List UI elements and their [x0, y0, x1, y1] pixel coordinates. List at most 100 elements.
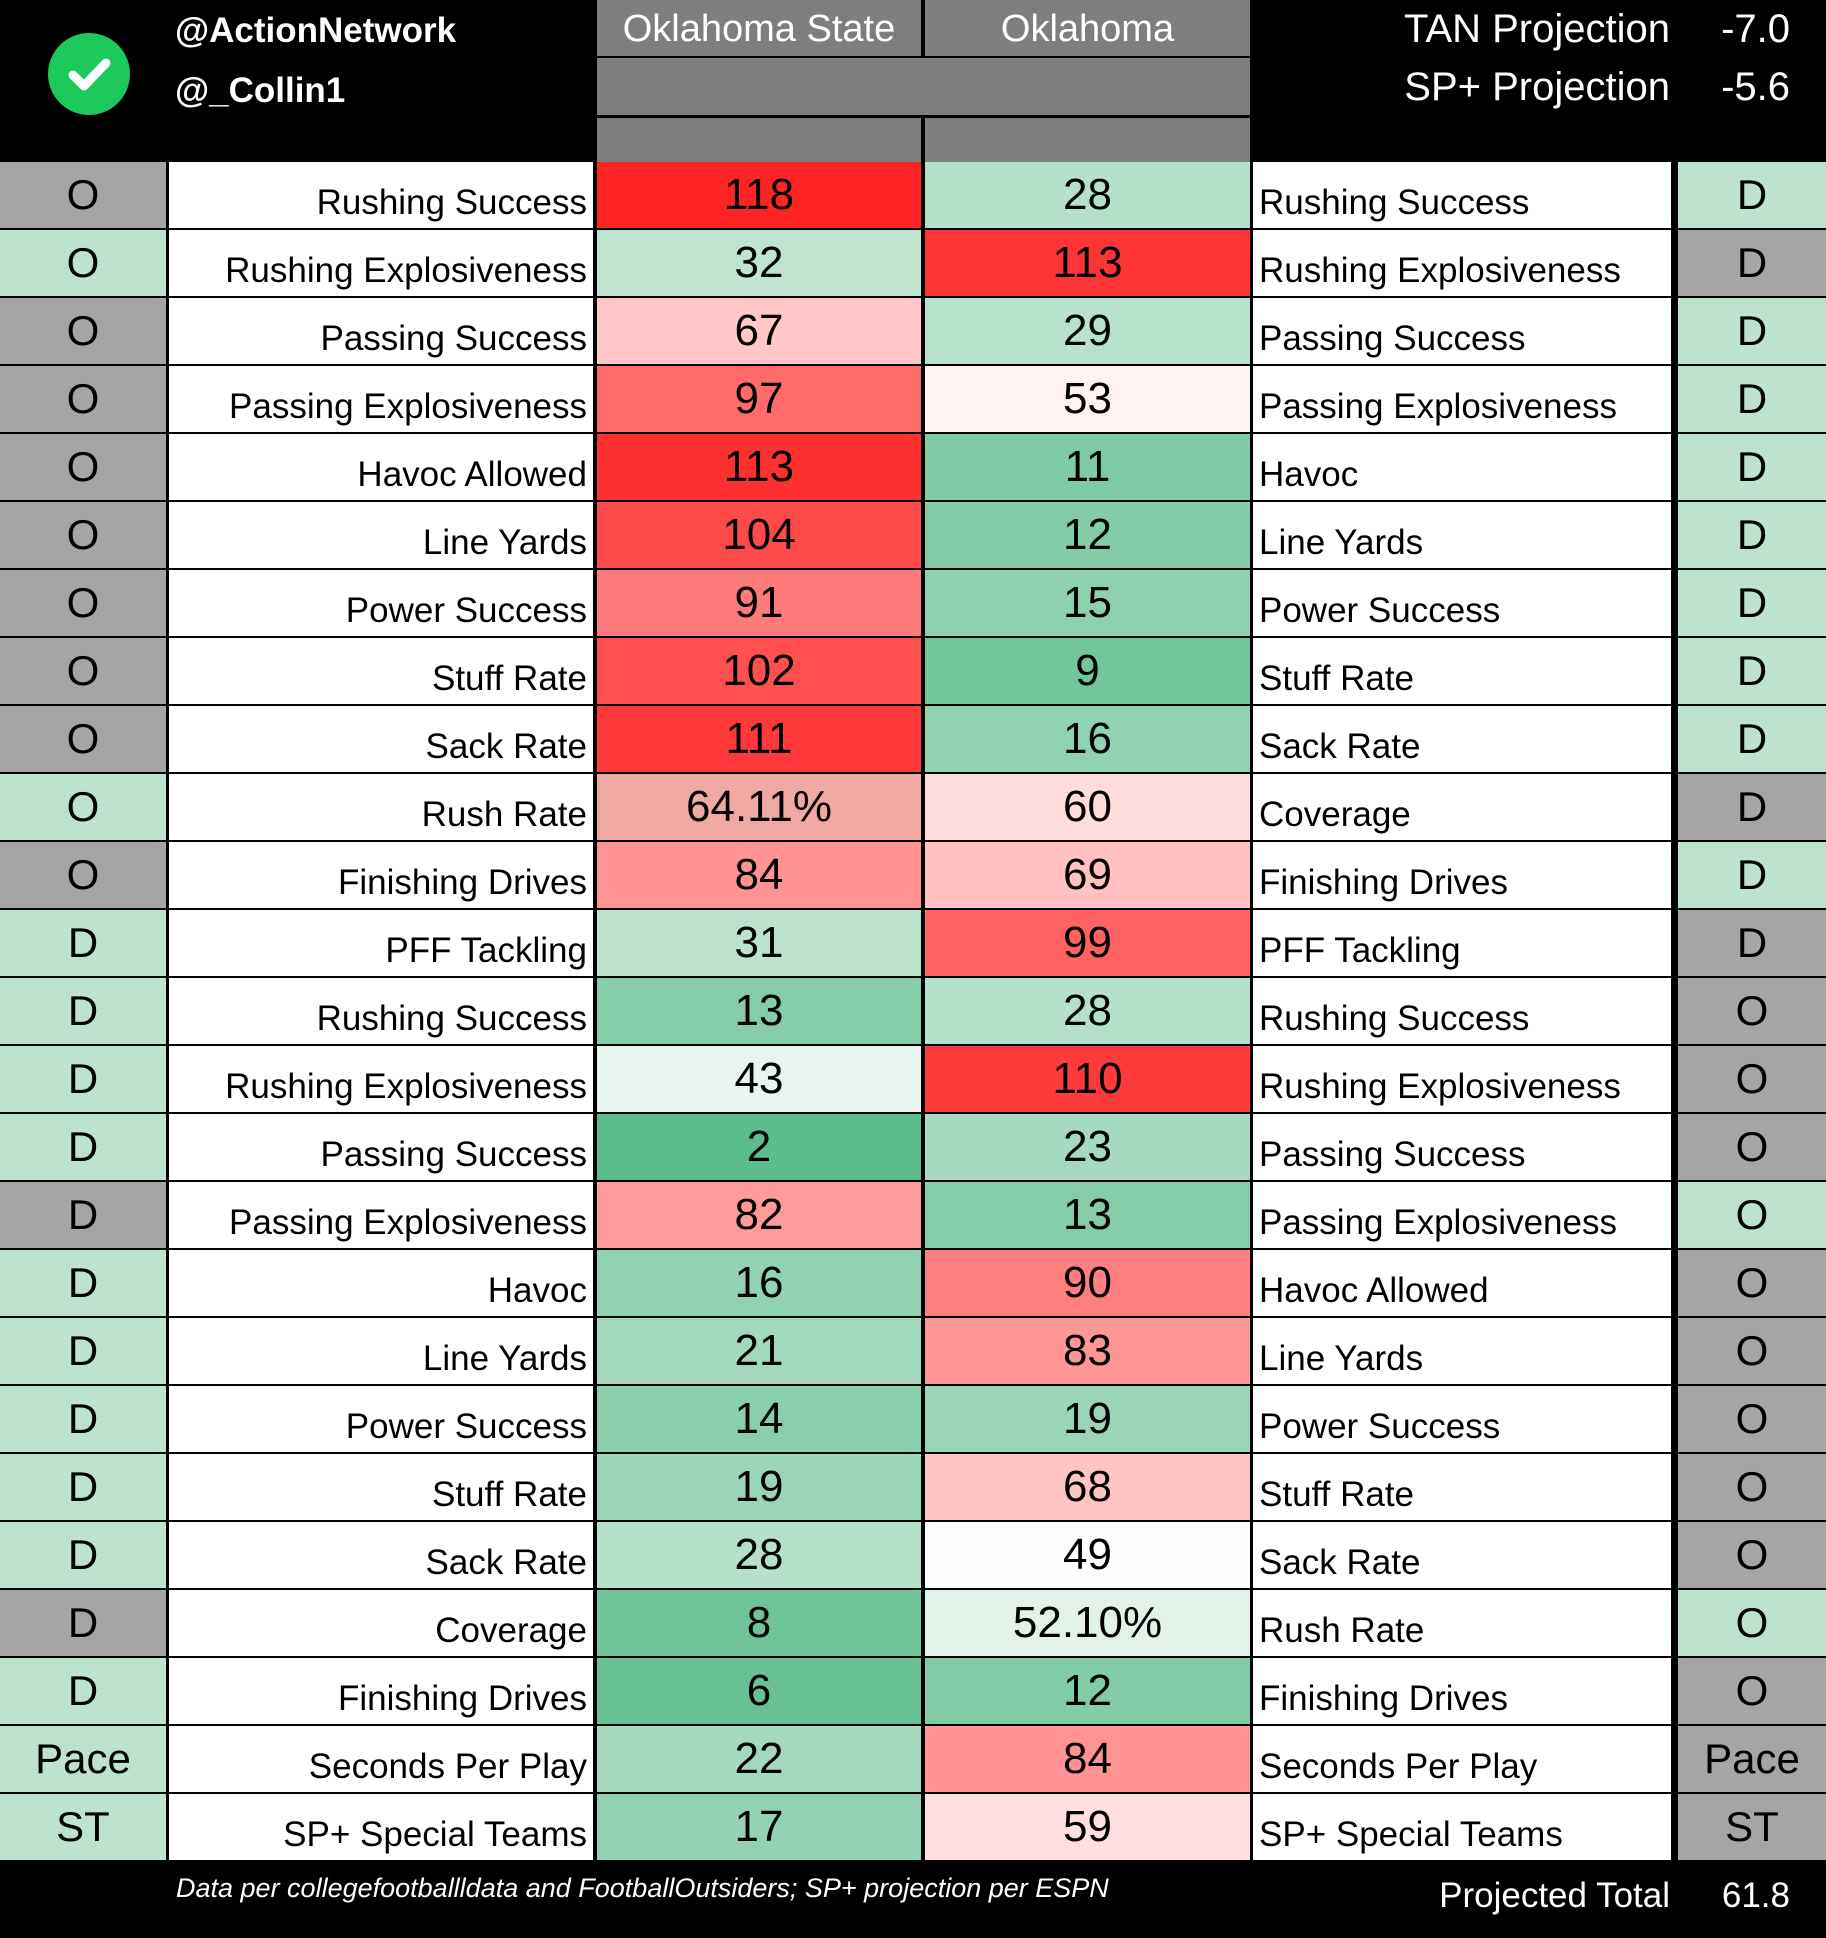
left-metric-label: Passing Explosiveness	[169, 366, 593, 432]
right-metric-value: 69	[925, 842, 1250, 908]
table-row: O Passing Explosiveness 97 53 Passing Explos…	[0, 366, 1826, 434]
table-row: D PFF Tackling 31 99 PFF Tackling D	[0, 910, 1826, 978]
left-side-label: ST	[0, 1794, 166, 1860]
right-metric-label: PFF Tackling	[1253, 910, 1671, 976]
projected-total-value: 61.8	[1721, 1876, 1790, 1915]
right-metric-label: Passing Success	[1253, 1114, 1671, 1180]
right-metric-label: Finishing Drives	[1253, 1658, 1671, 1724]
check-circle-icon	[48, 33, 130, 115]
footer-bar: Data per collegefootballldata and Footba…	[0, 1860, 1826, 1938]
left-metric-value: 67	[597, 298, 921, 364]
left-side-label: D	[0, 1590, 166, 1656]
right-side-label: O	[1678, 1590, 1826, 1656]
left-metric-value: 2	[597, 1114, 921, 1180]
left-metric-value: 16	[597, 1250, 921, 1316]
left-metric-value: 118	[597, 162, 921, 228]
left-metric-value: 102	[597, 638, 921, 704]
right-side-label: D	[1678, 910, 1826, 976]
right-side-label: D	[1678, 570, 1826, 636]
right-side-label: Pace	[1678, 1726, 1826, 1792]
left-metric-value: 21	[597, 1318, 921, 1384]
right-side-label: O	[1678, 1250, 1826, 1316]
table-row: ST SP+ Special Teams 17 59 SP+ Special Teams…	[0, 1794, 1826, 1862]
right-side-label: O	[1678, 1182, 1826, 1248]
left-side-label: D	[0, 1658, 166, 1724]
right-metric-label: Havoc Allowed	[1253, 1250, 1671, 1316]
matchup-table: O Rushing Success 118 28 Rushing Success D O Ru…	[0, 162, 1826, 1862]
table-row: O Line Yards 104 12 Line Yards D	[0, 502, 1826, 570]
table-row: D Passing Explosiveness 82 13 Passing Explos…	[0, 1182, 1826, 1250]
right-metric-value: 29	[925, 298, 1250, 364]
table-row: D Rushing Explosiveness 43 110 Rushing Explo…	[0, 1046, 1826, 1114]
table-row: O Passing Success 67 29 Passing Success D	[0, 298, 1826, 366]
left-metric-label: Rushing Success	[169, 162, 593, 228]
header-spacer-left	[597, 118, 921, 162]
right-side-label: ST	[1678, 1794, 1826, 1860]
left-side-label: D	[0, 1250, 166, 1316]
source-note: Data per collegefootballldata and Footba…	[176, 1873, 1109, 1903]
right-metric-label: Stuff Rate	[1253, 1454, 1671, 1520]
left-side-label: D	[0, 1182, 166, 1248]
left-metric-label: Sack Rate	[169, 706, 593, 772]
left-metric-label: Seconds Per Play	[169, 1726, 593, 1792]
right-side-label: O	[1678, 1658, 1826, 1724]
right-metric-label: Sack Rate	[1253, 1522, 1671, 1588]
right-metric-label: Power Success	[1253, 570, 1671, 636]
right-metric-label: Stuff Rate	[1253, 638, 1671, 704]
table-row: O Rushing Success 118 28 Rushing Success D	[0, 162, 1826, 230]
table-row: D Havoc 16 90 Havoc Allowed O	[0, 1250, 1826, 1318]
left-side-label: O	[0, 366, 166, 432]
left-metric-value: 22	[597, 1726, 921, 1792]
left-side-label: O	[0, 570, 166, 636]
right-metric-value: 84	[925, 1726, 1250, 1792]
right-metric-label: Finishing Drives	[1253, 842, 1671, 908]
left-metric-label: Havoc	[169, 1250, 593, 1316]
left-metric-value: 97	[597, 366, 921, 432]
right-metric-label: SP+ Special Teams	[1253, 1794, 1671, 1860]
right-metric-label: Sack Rate	[1253, 706, 1671, 772]
right-side-label: D	[1678, 502, 1826, 568]
left-metric-label: Line Yards	[169, 502, 593, 568]
left-side-label: O	[0, 502, 166, 568]
left-side-label: O	[0, 298, 166, 364]
table-row: O Finishing Drives 84 69 Finishing Drives D	[0, 842, 1826, 910]
right-metric-value: 53	[925, 366, 1250, 432]
table-row: O Stuff Rate 102 9 Stuff Rate D	[0, 638, 1826, 706]
table-row: D Power Success 14 19 Power Success O	[0, 1386, 1826, 1454]
left-metric-label: Passing Success	[169, 1114, 593, 1180]
left-metric-value: 13	[597, 978, 921, 1044]
right-metric-value: 9	[925, 638, 1250, 704]
left-metric-label: Power Success	[169, 570, 593, 636]
left-metric-value: 28	[597, 1522, 921, 1588]
handle-primary: @ActionNetwork	[175, 11, 457, 50]
left-metric-value: 91	[597, 570, 921, 636]
right-metric-value: 28	[925, 162, 1250, 228]
table-row: D Coverage 8 52.10% Rush Rate O	[0, 1590, 1826, 1658]
table-row: O Havoc Allowed 113 11 Havoc D	[0, 434, 1826, 502]
right-metric-label: Rushing Success	[1253, 162, 1671, 228]
right-metric-label: Passing Explosiveness	[1253, 1182, 1671, 1248]
left-metric-value: 19	[597, 1454, 921, 1520]
left-side-label: Pace	[0, 1726, 166, 1792]
left-metric-value: 43	[597, 1046, 921, 1112]
right-metric-value: 19	[925, 1386, 1250, 1452]
left-metric-label: Rushing Success	[169, 978, 593, 1044]
left-metric-label: Stuff Rate	[169, 1454, 593, 1520]
right-metric-label: Rushing Success	[1253, 978, 1671, 1044]
projected-total-label: Projected Total	[1439, 1876, 1670, 1915]
header-spacer-bar	[597, 58, 1250, 115]
right-metric-value: 12	[925, 502, 1250, 568]
table-row: O Sack Rate 111 16 Sack Rate D	[0, 706, 1826, 774]
table-row: O Rush Rate 64.11% 60 Coverage D	[0, 774, 1826, 842]
left-side-label: D	[0, 1046, 166, 1112]
left-metric-value: 8	[597, 1590, 921, 1656]
right-metric-value: 28	[925, 978, 1250, 1044]
left-metric-label: Power Success	[169, 1386, 593, 1452]
sp-projection-value: -5.6	[1721, 65, 1790, 109]
right-side-label: O	[1678, 1114, 1826, 1180]
left-metric-value: 111	[597, 706, 921, 772]
right-side-label: D	[1678, 230, 1826, 296]
right-metric-label: Passing Explosiveness	[1253, 366, 1671, 432]
right-side-label: D	[1678, 434, 1826, 500]
left-metric-label: Passing Explosiveness	[169, 1182, 593, 1248]
